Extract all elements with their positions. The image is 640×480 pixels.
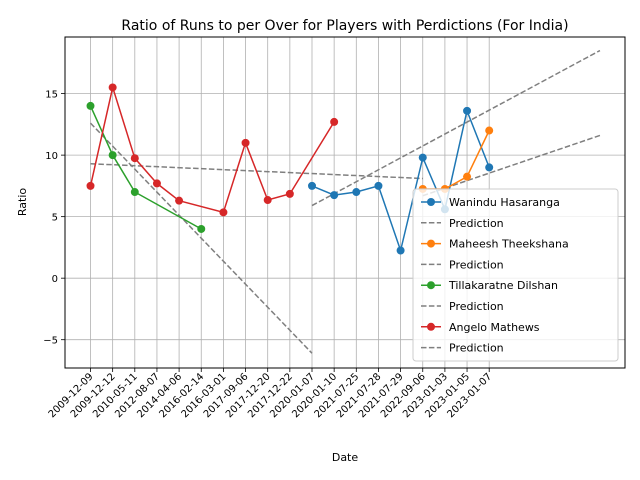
chart-title: Ratio of Runs to per Over for Players wi…	[121, 18, 568, 34]
data-point	[152, 179, 161, 188]
data-point	[197, 224, 206, 233]
data-point	[86, 181, 95, 190]
series-line	[89, 105, 202, 230]
x-axis-label: Date	[332, 451, 359, 464]
legend-label: Wanindu Hasaranga	[449, 196, 560, 209]
data-point	[263, 196, 272, 205]
prediction-line	[89, 122, 313, 354]
y-tick-label: −5	[43, 336, 58, 347]
data-point	[241, 138, 250, 147]
y-tick-label: 15	[45, 90, 58, 101]
data-point	[485, 163, 494, 172]
legend-label: Prediction	[449, 258, 504, 271]
legend-label: Tillakaratne Dilshan	[448, 279, 558, 292]
legend-label: Prediction	[449, 300, 504, 313]
data-point	[330, 117, 339, 126]
data-point	[108, 83, 117, 92]
legend-swatch-marker	[427, 239, 435, 248]
y-tick-label: 0	[52, 274, 58, 285]
data-point	[108, 151, 117, 160]
legend-label: Maheesh Theekshana	[449, 238, 569, 251]
legend-swatch-marker	[427, 198, 435, 206]
data-point	[86, 101, 95, 110]
data-point	[175, 196, 184, 205]
prediction-line	[311, 49, 601, 207]
legend-swatch-marker	[427, 322, 435, 331]
data-point	[352, 188, 361, 197]
y-tick-label: 10	[45, 151, 58, 162]
data-point	[130, 154, 139, 163]
data-point	[130, 188, 139, 197]
series-line	[89, 84, 335, 214]
y-axis: −5 0 5 10 15	[43, 90, 65, 347]
data-point	[463, 106, 472, 115]
legend-frame	[412, 188, 619, 362]
plot-area	[64, 36, 626, 369]
legend-label: Prediction	[449, 217, 504, 230]
data-point	[463, 172, 472, 181]
data-point	[374, 181, 383, 190]
legend: Wanindu Hasaranga Prediction Maheesh Theek…	[412, 188, 619, 362]
data-point	[485, 126, 494, 135]
data-point	[285, 189, 294, 198]
data-point	[330, 191, 339, 200]
legend-label: Angelo Mathews	[449, 321, 540, 334]
legend-label: Prediction	[449, 342, 504, 355]
legend-swatch-marker	[427, 281, 435, 290]
data-point	[308, 181, 316, 190]
x-axis: 2009-12-092009-12-122010-05-112012-08-07…	[47, 368, 494, 420]
data-point	[418, 153, 427, 162]
data-point	[396, 246, 405, 255]
data-point	[219, 208, 228, 217]
y-axis-label: Ratio	[16, 188, 29, 217]
y-tick-label: 5	[52, 213, 58, 224]
